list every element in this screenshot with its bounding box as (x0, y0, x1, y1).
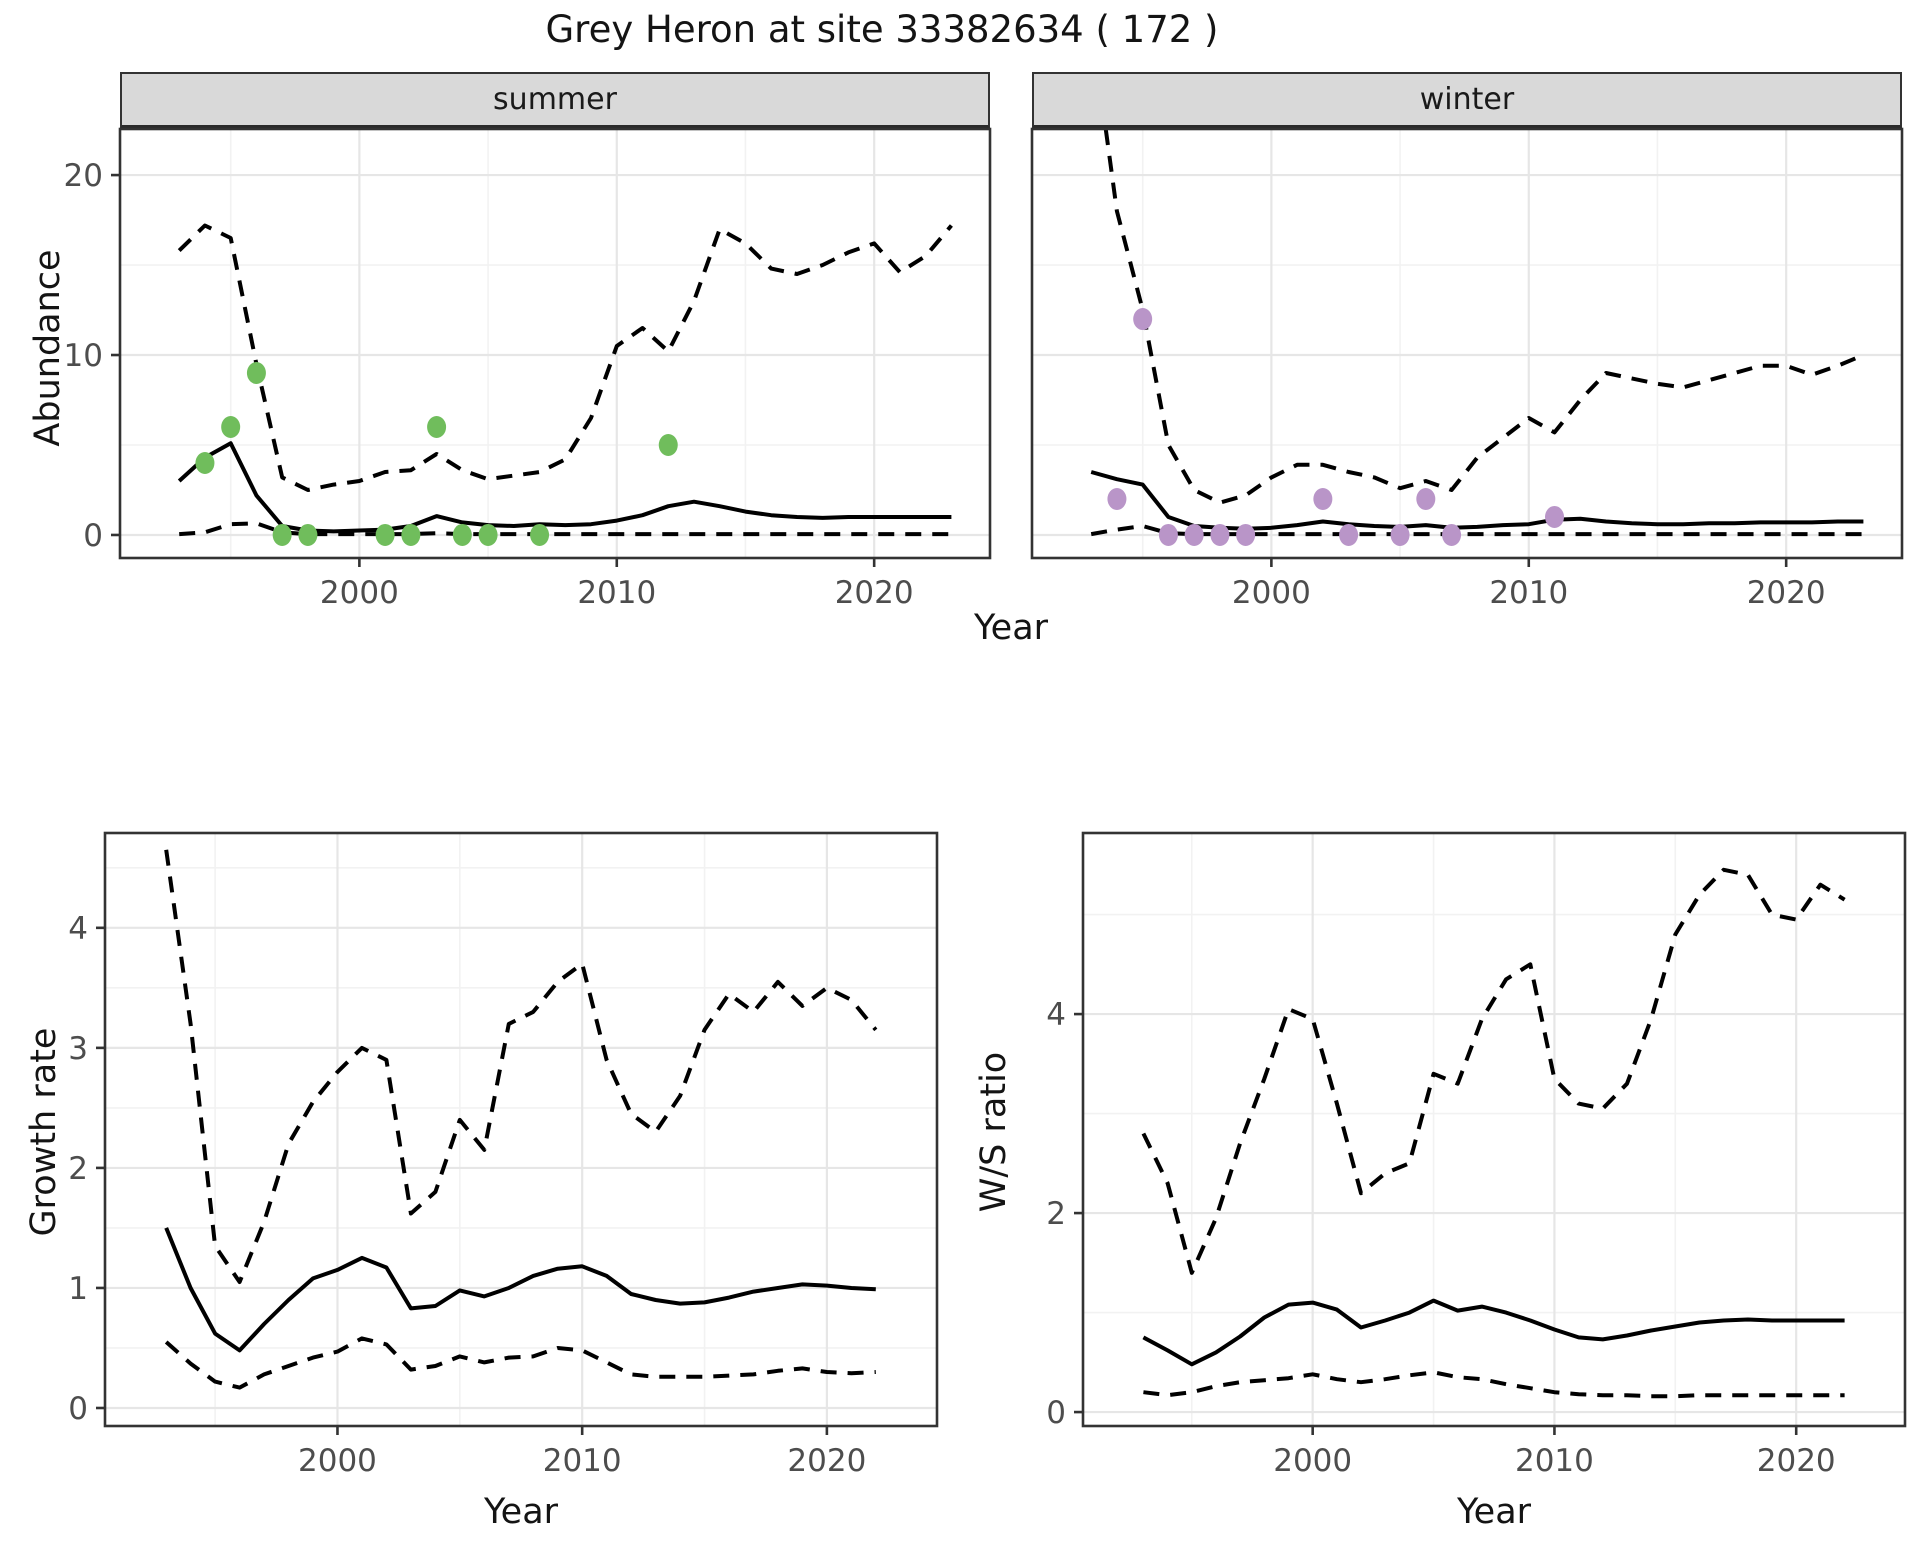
data-point (1390, 523, 1410, 546)
data-point (1339, 523, 1359, 546)
x-tick-label: 2010 (1489, 575, 1568, 611)
facet-strip-winter-label: winter (1419, 82, 1515, 117)
data-point (1133, 308, 1153, 331)
page-title: Grey Heron at site 33382634 ( 172 ) (545, 8, 1219, 51)
y-tick-label: 0 (68, 1391, 88, 1427)
x-tick-label: 2020 (1747, 575, 1826, 611)
y-tick-label: 1 (68, 1271, 88, 1307)
line-abundance_summer-upper_ci (177, 223, 953, 492)
panel-abundance_winter: 2000 2010 2020 (1030, 127, 1904, 611)
line-growth_rate-lower_ci (164, 1336, 876, 1390)
data-point (1545, 505, 1565, 528)
y-tick-label: 20 (64, 158, 103, 194)
data-point (478, 523, 498, 546)
y-tick-label: 4 (1046, 997, 1066, 1033)
panel-growth_rate: 2000 2010 2020 0 1 2 3 4 (68, 831, 939, 1479)
data-point (375, 523, 395, 546)
data-point (1416, 487, 1436, 510)
y-tick-label: 0 (83, 518, 103, 554)
ws-year-axis-title: Year (1456, 1492, 1532, 1532)
axes-abundance_winter: 2000 2010 2020 (1232, 558, 1826, 611)
x-tick-label: 2020 (1757, 1443, 1836, 1479)
series-growth_rate (164, 849, 878, 1390)
data-point (1313, 487, 1333, 510)
x-tick-label: 2000 (1232, 575, 1311, 611)
line-ws_ratio-lower_ci (1143, 1370, 1845, 1399)
data-point (298, 523, 318, 546)
axes-growth_rate: 2000 2010 2020 0 1 2 3 4 (68, 911, 866, 1479)
x-tick-label: 2000 (320, 575, 399, 611)
growth-year-axis-title: Year (483, 1492, 559, 1532)
line-abundance_summer-lower_ci (179, 521, 952, 537)
y-tick-label: 2 (1046, 1196, 1066, 1232)
data-point (272, 523, 292, 546)
y-tick-label: 0 (1046, 1395, 1066, 1431)
panel-border-abundance_summer (118, 127, 992, 560)
y-tick-label: 10 (64, 338, 103, 374)
panel-border-growth_rate (103, 831, 939, 1428)
data-point (427, 415, 447, 438)
data-point (246, 362, 266, 385)
y-tick-label: 3 (68, 1031, 88, 1067)
line-ws_ratio-upper_ci (1141, 867, 1846, 1275)
data-point (452, 523, 472, 546)
axes-ws_ratio: 2000 2010 2020 0 2 4 (1046, 997, 1835, 1479)
panel-border-ws_ratio (1081, 831, 1907, 1428)
data-point (1184, 523, 1204, 546)
data-point (1158, 523, 1178, 546)
data-point (1210, 523, 1230, 546)
line-abundance_winter-lower_ci (1090, 524, 1864, 537)
panel-abundance_summer: 2000 2010 2020 0 10 20 (64, 127, 992, 611)
y-tick-label: 4 (68, 911, 88, 947)
gridlines-abundance_summer (120, 129, 990, 558)
data-point (1236, 523, 1256, 546)
line-growth_rate-upper_ci (164, 849, 878, 1284)
data-point (658, 433, 678, 456)
facet-strip-winter: winter (1032, 72, 1902, 129)
data-point (195, 451, 215, 474)
data-point (221, 415, 241, 438)
data-point (1442, 523, 1462, 546)
facet-strip-summer: summer (120, 72, 990, 129)
data-point (1107, 487, 1127, 510)
data-point (530, 523, 550, 546)
line-growth_rate-fitted (164, 1227, 876, 1353)
facet-strip-summer-label: summer (493, 82, 617, 117)
y-tick-label: 2 (68, 1151, 88, 1187)
x-tick-label: 2000 (298, 1443, 377, 1479)
points-abundance_winter (1107, 308, 1565, 546)
x-tick-label: 2010 (1515, 1443, 1594, 1479)
panel-border-abundance_winter (1030, 127, 1904, 560)
x-tick-label: 2020 (835, 575, 914, 611)
data-point (401, 523, 421, 546)
x-tick-label: 2000 (1273, 1443, 1352, 1479)
x-tick-label: 2020 (787, 1443, 866, 1479)
gridlines-growth_rate (105, 833, 937, 1426)
line-ws_ratio-fitted (1142, 1298, 1845, 1367)
panel-ws_ratio: 2000 2010 2020 0 2 4 (1046, 831, 1907, 1479)
top-year-axis-title: Year (973, 608, 1049, 648)
x-tick-label: 2010 (577, 575, 656, 611)
axes-abundance_summer: 2000 2010 2020 0 10 20 (64, 158, 914, 611)
x-tick-label: 2010 (543, 1443, 622, 1479)
points-abundance_summer (195, 362, 678, 546)
series-ws_ratio (1141, 867, 1846, 1399)
